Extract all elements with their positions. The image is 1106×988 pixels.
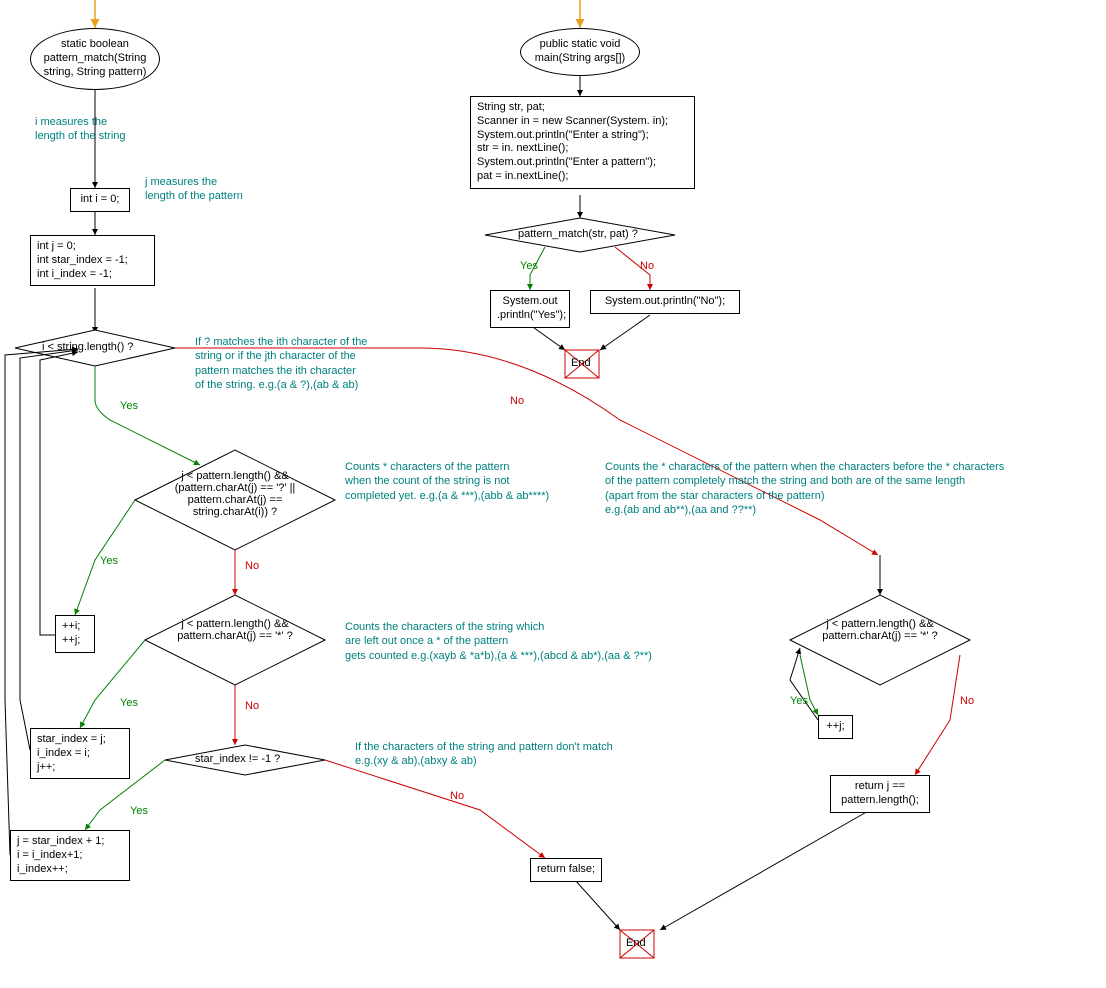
- box-return-length: return j == pattern.length();: [830, 775, 930, 813]
- box-print-yes: System.out .println("Yes");: [490, 290, 570, 328]
- end-top-label: End: [571, 357, 591, 369]
- comment-d2: Counts * characters of the pattern when …: [345, 460, 549, 503]
- box-main-body: String str, pat; Scanner in = new Scanne…: [470, 96, 695, 189]
- start-main: public static void main(String args[]): [520, 28, 640, 76]
- box-inc-ij: ++i; ++j;: [55, 615, 95, 653]
- comment-d4: If the characters of the string and patt…: [355, 740, 613, 769]
- no-d3: No: [245, 700, 259, 712]
- comment-i-measures: i measures the length of the string: [35, 115, 126, 144]
- yes-tail: Yes: [790, 695, 808, 707]
- yes-d2: Yes: [100, 555, 118, 567]
- yes-call: Yes: [520, 260, 538, 272]
- d3-label: j < pattern.length() && pattern.charAt(j…: [175, 618, 295, 642]
- end-bottom-label: End: [626, 937, 646, 949]
- yes-d4: Yes: [130, 805, 148, 817]
- d-tail-label: j < pattern.length() && pattern.charAt(j…: [820, 618, 940, 642]
- no-tail: No: [960, 695, 974, 707]
- comment-d1: If ? matches the ith character of the st…: [195, 335, 367, 392]
- comment-d3: Counts the characters of the string whic…: [345, 620, 652, 663]
- d4-label: star_index != -1 ?: [195, 753, 280, 765]
- no-d4: No: [450, 790, 464, 802]
- box-int-i: int i = 0;: [70, 188, 130, 212]
- box-inc-j: ++j;: [818, 715, 853, 739]
- box-return-false: return false;: [530, 858, 602, 882]
- box-restar: j = star_index + 1; i = i_index+1; i_ind…: [10, 830, 130, 881]
- box-int-j: int j = 0; int star_index = -1; int i_in…: [30, 235, 155, 286]
- comment-right-tail: Counts the * characters of the pattern w…: [605, 460, 1004, 517]
- box-print-no: System.out.println("No");: [590, 290, 740, 314]
- start-pattern-match: static boolean pattern_match(String stri…: [30, 28, 160, 90]
- no-d2: No: [245, 560, 259, 572]
- yes-d3: Yes: [120, 697, 138, 709]
- yes-d1: Yes: [120, 400, 138, 412]
- comment-j-measures: j measures the length of the pattern: [145, 175, 243, 204]
- d-call-label: pattern_match(str, pat) ?: [518, 228, 638, 240]
- d1-label: i < string.length() ?: [42, 341, 133, 353]
- no-d1: No: [510, 395, 524, 407]
- no-call: No: [640, 260, 654, 272]
- d2-label: j < pattern.length() && (pattern.charAt(…: [170, 470, 300, 518]
- box-star-index: star_index = j; i_index = i; j++;: [30, 728, 130, 779]
